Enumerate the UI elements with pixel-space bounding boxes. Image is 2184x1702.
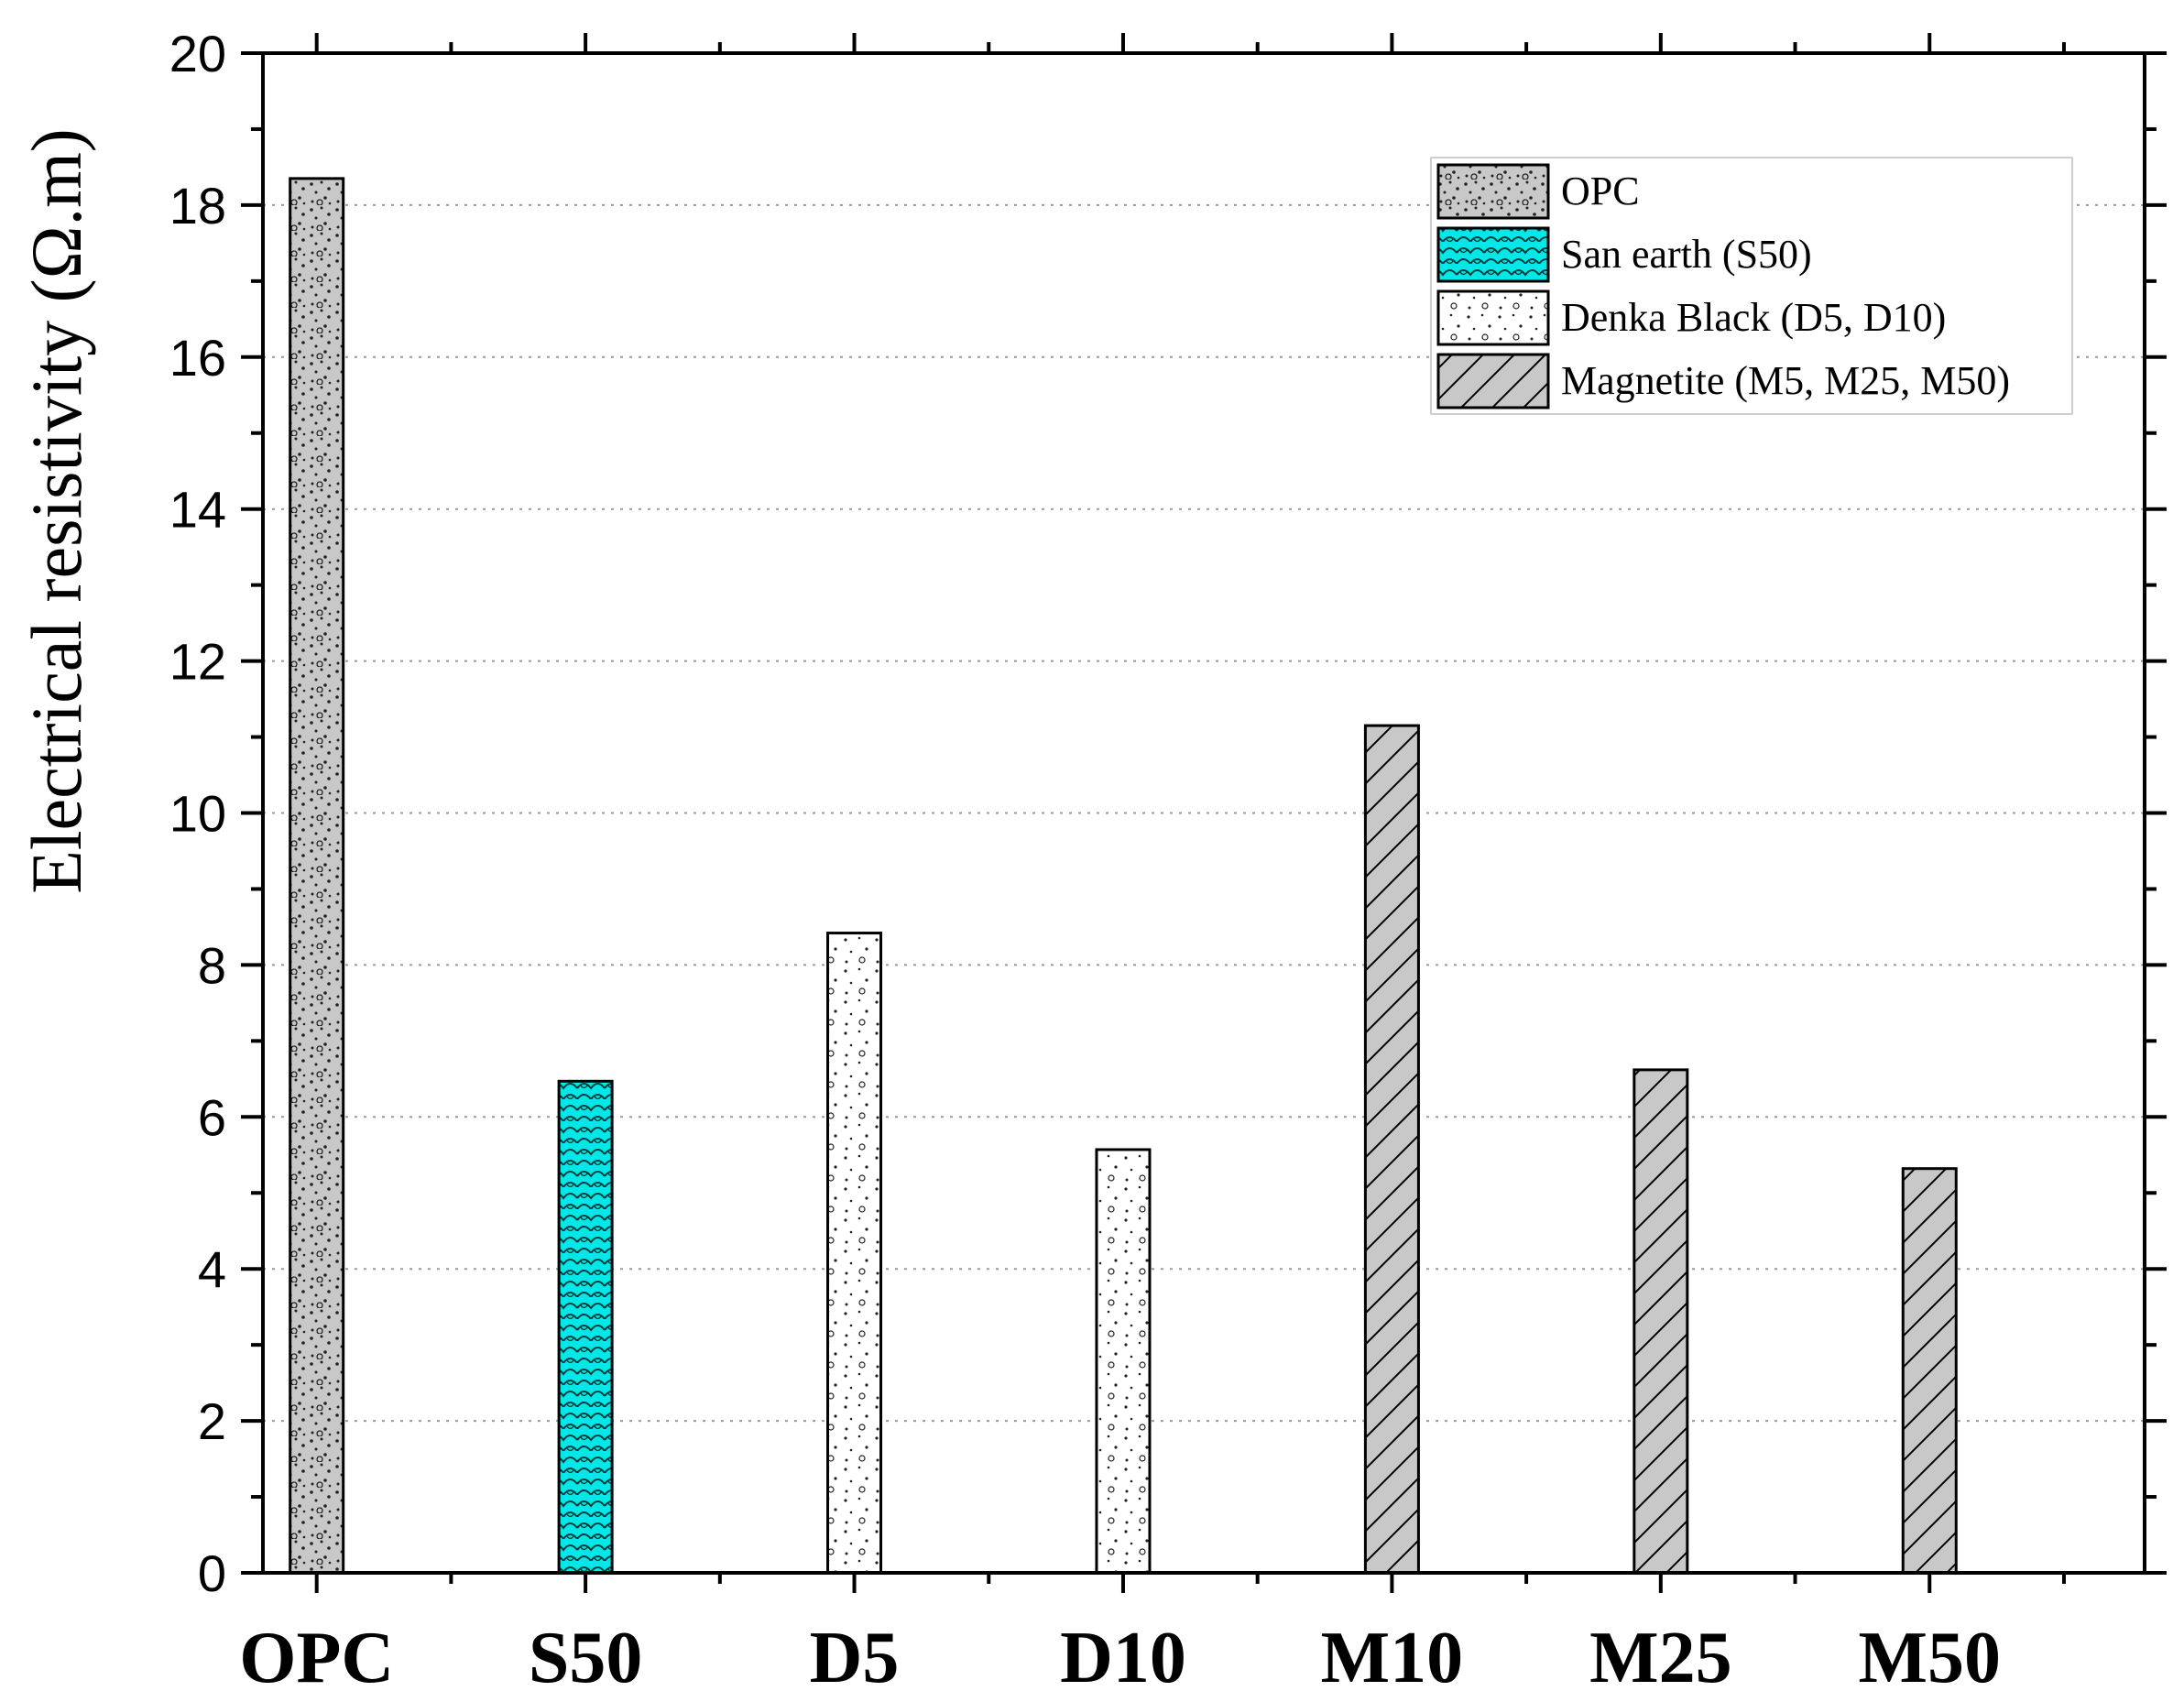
legend-swatch-mag	[1436, 353, 1550, 409]
y-tick-label: 8	[198, 936, 226, 994]
x-tick-label: D5	[810, 1618, 900, 1698]
bar-s50	[557, 1079, 614, 1575]
tick-labels: 0 2 4 6 8 10 12 14 16 18 20 OPC S50 D5 D10 M10 M25 M50	[169, 25, 2001, 1698]
bar-m10	[1363, 724, 1420, 1575]
legend-label-denka: Denka Black (D5, D10)	[1561, 295, 1946, 340]
legend-label-san: San earth (S50)	[1561, 232, 1812, 277]
bar-d5	[826, 932, 883, 1575]
bar-m25	[1633, 1068, 1689, 1575]
y-tick-label: 10	[169, 785, 226, 843]
y-tick-label: 20	[169, 25, 226, 82]
legend-swatch-opc	[1436, 163, 1550, 220]
y-tick-label: 12	[169, 633, 226, 691]
bar-m50	[1901, 1167, 1958, 1575]
bars	[289, 177, 1958, 1575]
legend-swatch-san	[1436, 226, 1550, 283]
y-tick-label: 16	[169, 329, 226, 387]
y-tick-label: 18	[169, 177, 226, 235]
bar-opc	[289, 177, 345, 1575]
x-tick-label: D10	[1060, 1618, 1186, 1698]
y-tick-label: 4	[198, 1240, 226, 1298]
y-axis-title: Electrical resistivity (Ω.m)	[16, 128, 96, 894]
y-tick-label: 2	[198, 1392, 226, 1450]
x-tick-label: M25	[1589, 1618, 1732, 1698]
x-tick-label: OPC	[239, 1618, 394, 1698]
x-tick-label: M50	[1858, 1618, 2001, 1698]
x-tick-label: M10	[1321, 1618, 1464, 1698]
bar-d10	[1095, 1148, 1152, 1575]
y-tick-label: 6	[198, 1088, 226, 1146]
legend: OPC San earth (S50) Denka Black (D5, D10) M…	[1430, 157, 2073, 415]
y-tick-label: 0	[198, 1544, 226, 1602]
legend-swatch-denka	[1436, 289, 1550, 346]
tick-marks	[241, 33, 2167, 1593]
x-tick-label: S50	[529, 1618, 643, 1698]
legend-label-mag: Magnetite (M5, M25, M50)	[1561, 358, 2010, 403]
legend-label-opc: OPC	[1561, 169, 1640, 213]
y-tick-label: 14	[169, 481, 226, 539]
